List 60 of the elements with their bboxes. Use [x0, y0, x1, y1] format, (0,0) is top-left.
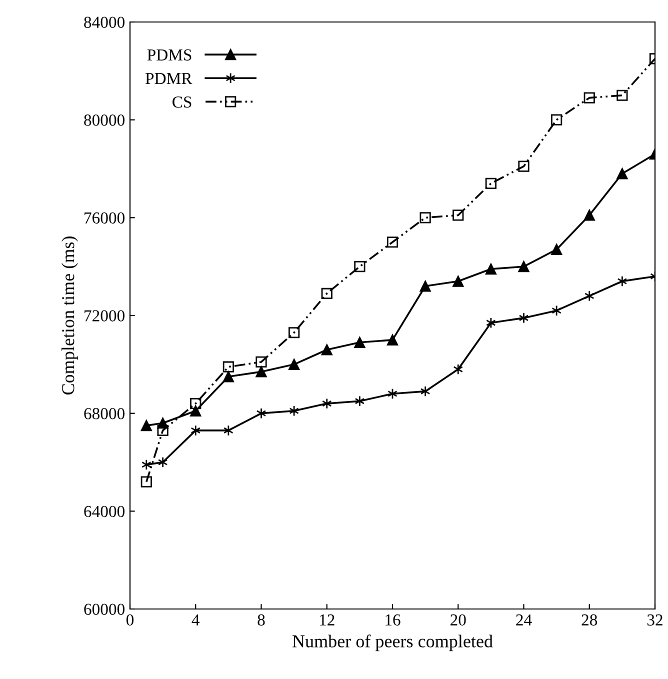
point — [386, 334, 398, 346]
point — [551, 114, 562, 126]
point — [157, 424, 168, 436]
legend-label: PDMS — [147, 49, 192, 61]
point — [386, 236, 398, 248]
point — [224, 424, 234, 436]
x-axis-title: Number of peers completed — [292, 634, 493, 652]
point — [485, 178, 496, 189]
point — [354, 261, 366, 272]
point — [551, 244, 562, 256]
point — [584, 210, 595, 221]
point — [321, 288, 332, 300]
x-tick-label: 32 — [647, 614, 662, 626]
point — [321, 344, 332, 356]
point — [222, 371, 234, 382]
point — [222, 361, 234, 372]
y-tick-label: 84000 — [84, 16, 125, 28]
x-tick-label: 24 — [516, 614, 532, 626]
point — [518, 160, 530, 172]
point — [485, 263, 496, 275]
x-tick-label: 28 — [582, 614, 598, 626]
point — [190, 424, 201, 436]
point — [420, 280, 431, 292]
y-tick-label: 80000 — [84, 114, 125, 126]
point — [288, 358, 300, 370]
point — [452, 276, 464, 287]
x-tick-label: 8 — [258, 614, 265, 626]
point — [584, 290, 594, 302]
x-tick-label: 16 — [386, 614, 400, 626]
point — [616, 90, 628, 101]
point — [518, 312, 529, 324]
legend-label: PDMR — [145, 73, 192, 84]
point — [518, 261, 530, 272]
point — [354, 336, 366, 348]
y-tick-label: 76000 — [84, 212, 125, 224]
point — [190, 398, 202, 410]
y-tick-label: 60000 — [84, 604, 125, 615]
point — [140, 476, 152, 488]
point — [584, 92, 595, 104]
point — [256, 366, 267, 378]
x-tick-label: 20 — [450, 614, 466, 626]
legend-label: CS — [172, 96, 192, 108]
y-tick-label: 68000 — [84, 408, 125, 420]
y-axis-title: Completion time (ms) — [62, 236, 78, 394]
point — [190, 405, 202, 416]
point — [616, 168, 628, 180]
point — [288, 327, 300, 338]
x-tick-label: 12 — [320, 614, 334, 626]
point — [354, 396, 365, 407]
y-tick-label: 64000 — [84, 506, 125, 518]
point — [552, 305, 562, 316]
y-tick-label: 72000 — [84, 310, 125, 322]
point — [420, 212, 431, 224]
point — [322, 398, 332, 410]
point — [140, 420, 152, 432]
point — [453, 364, 464, 375]
x-tick-label: 4 — [192, 614, 200, 626]
x-tick-label: 0 — [126, 614, 134, 626]
point — [452, 210, 464, 221]
point — [256, 356, 267, 368]
